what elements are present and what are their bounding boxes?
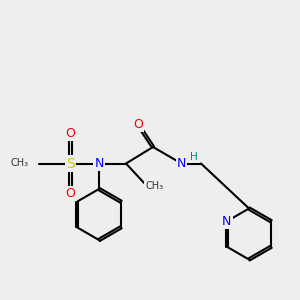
Text: S: S (66, 157, 75, 170)
Text: CH₃: CH₃ (146, 181, 164, 191)
Text: N: N (177, 157, 186, 170)
Text: O: O (66, 127, 75, 140)
Text: N: N (222, 215, 232, 228)
Text: O: O (133, 118, 143, 131)
Text: CH₃: CH₃ (11, 158, 28, 169)
Text: H: H (190, 152, 198, 162)
Text: N: N (94, 157, 104, 170)
Text: O: O (66, 187, 75, 200)
